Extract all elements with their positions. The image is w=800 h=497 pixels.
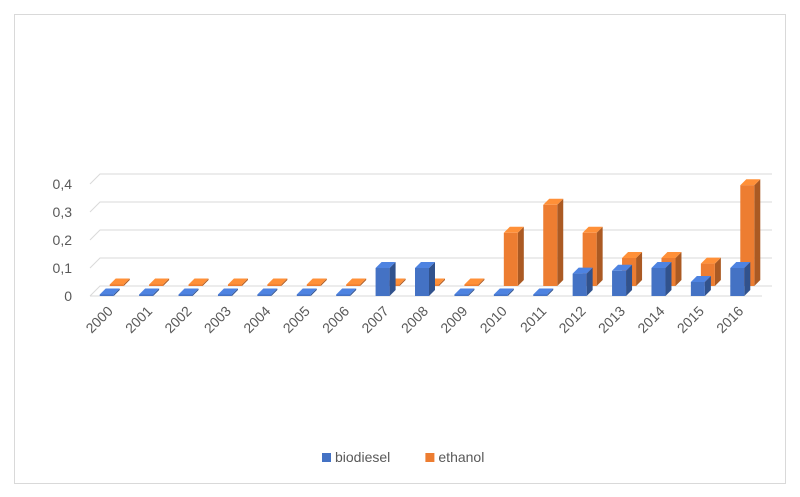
bar-ethanol-2005: [306, 278, 327, 286]
gridline-4: [89, 173, 772, 185]
x-tick-label: 2011: [517, 303, 550, 336]
legend: biodiesel ethanol: [322, 449, 484, 465]
y-tick-label: 0: [64, 288, 72, 304]
bar-ethanol-2015: [700, 257, 721, 286]
legend-label: biodiesel: [335, 449, 390, 465]
x-tick-label: 2008: [398, 303, 431, 336]
x-tick-label: 2014: [634, 303, 667, 336]
x-tick-label: 2013: [595, 303, 628, 336]
chart-frame: [14, 14, 786, 484]
legend-item-ethanol: ethanol: [425, 449, 484, 465]
x-tick-label: 2003: [201, 303, 234, 336]
legend-swatch: [425, 453, 435, 462]
y-tick-label: 0,1: [53, 260, 73, 276]
gridline-3: [89, 201, 772, 213]
bar-ethanol-2001: [149, 278, 170, 286]
x-tick-label: 2006: [319, 303, 352, 336]
bar-biodiesel-2007: [375, 262, 396, 296]
legend-item-biodiesel: biodiesel: [322, 449, 390, 465]
bar-biodiesel-2008: [415, 262, 435, 296]
bar-ethanol-2016: [740, 179, 761, 286]
bar-biodiesel-2006: [336, 288, 357, 296]
bar-biodiesel-2013: [612, 264, 633, 296]
bar-ethanol-2000: [109, 278, 130, 286]
x-tick-label: 2012: [555, 303, 588, 336]
x-tick-label: 2001: [122, 303, 155, 336]
x-tick-label: 2009: [437, 303, 470, 336]
bar-ethanol-2004: [267, 278, 288, 286]
bar-biodiesel-2003: [217, 288, 238, 296]
bar-biodiesel-2004: [257, 288, 278, 296]
x-tick-label: 2000: [82, 303, 115, 336]
x-tick-label: 2007: [358, 303, 391, 336]
y-tick-label: 0,4: [53, 176, 73, 192]
bar-biodiesel-2000: [99, 288, 120, 296]
legend-swatch: [322, 453, 331, 462]
y-tick-label: 0,2: [53, 232, 73, 248]
bar-biodiesel-2012: [572, 267, 593, 296]
bar-biodiesel-2009: [454, 288, 475, 296]
x-tick-label: 2002: [161, 303, 194, 336]
bar-ethanol-2006: [346, 278, 367, 286]
bar-ethanol-2010: [503, 226, 524, 286]
y-tick-label: 0,3: [53, 204, 73, 220]
x-tick-label: 2004: [240, 303, 273, 336]
x-tick-label: 2005: [280, 303, 313, 336]
gridline-2: [89, 229, 772, 241]
x-tick-label: 2015: [674, 303, 707, 336]
bar-ethanol-2002: [188, 278, 209, 286]
bar-biodiesel-2001: [139, 288, 160, 296]
bar-biodiesel-2016: [730, 262, 751, 296]
bar-biodiesel-2014: [651, 262, 672, 296]
bars: [99, 179, 761, 296]
bar-biodiesel-2002: [178, 288, 199, 296]
x-tick-label: 2016: [713, 303, 746, 336]
bar-biodiesel-2015: [690, 276, 711, 296]
bar-ethanol-2003: [227, 278, 248, 286]
y-axis-ticks: 0 0,1 0,2 0,3 0,4: [53, 176, 73, 304]
bar-biodiesel-2011: [533, 288, 554, 296]
bar-biodiesel-2010: [493, 288, 514, 296]
bar-ethanol-2011: [543, 198, 564, 286]
x-tick-label: 2010: [477, 303, 510, 336]
bar-ethanol-2009: [464, 278, 485, 286]
bar-biodiesel-2005: [296, 288, 317, 296]
legend-label: ethanol: [438, 449, 484, 465]
x-axis-ticks: 2000 2001 2002 2003 2004 2005 2006 2007 2008 2009…: [82, 303, 746, 336]
